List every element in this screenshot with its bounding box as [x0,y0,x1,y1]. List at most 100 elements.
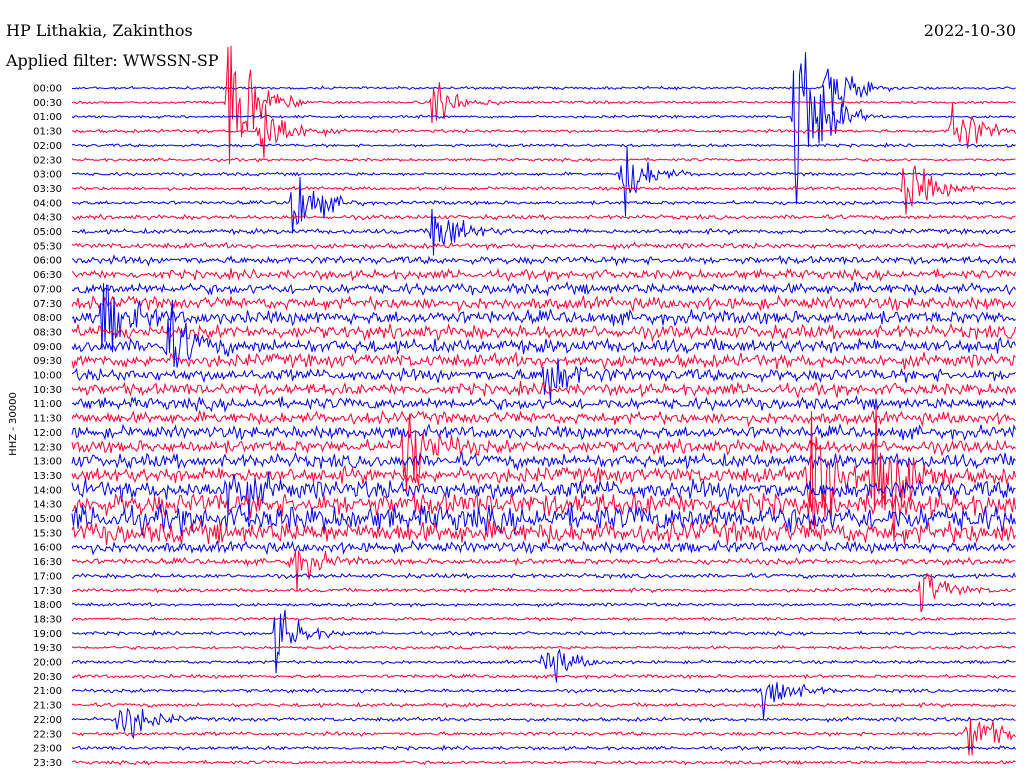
tick-label-1830: 18:30 [33,614,62,625]
tick-label-0830: 08:30 [33,327,62,338]
tick-label-1800: 18:00 [33,600,62,611]
chart-subtitle: Applied filter: WWSSN-SP [5,51,219,70]
trace-row-1500 [71,502,1016,537]
tick-label-0600: 06:00 [33,256,62,267]
trace-row-2200 [71,707,1016,740]
tick-label-2030: 20:30 [33,672,62,683]
trace-row-0830 [71,322,1016,343]
tick-label-0700: 07:00 [33,284,62,295]
tick-label-0630: 06:30 [33,270,62,281]
trace-row-0500 [71,208,1016,256]
trace-row-0030 [71,45,1016,165]
tick-label-2100: 21:00 [33,686,62,697]
tick-label-2330: 23:30 [33,758,62,769]
trace-row-1400 [71,471,1016,521]
trace-row-1330 [71,405,1016,542]
tick-label-1000: 10:00 [33,371,62,382]
trace-row-0000 [71,68,1016,116]
chart-date: 2022-10-30 [924,21,1016,40]
trace-row-1600 [71,539,1016,556]
trace-row-1830 [71,616,1016,622]
tick-label-0930: 09:30 [33,356,62,367]
tick-label-0400: 04:00 [33,198,62,209]
tick-label-1030: 10:30 [33,385,62,396]
tick-label-0530: 05:30 [33,241,62,252]
chart-title: HP Lithakia, Zakinthos [6,21,193,40]
trace-row-1630 [71,550,1016,592]
trace-row-0200 [71,142,1016,149]
trace-row-2130 [71,701,1016,709]
tick-label-0230: 02:30 [33,155,62,166]
trace-row-1000 [71,358,1016,401]
tick-label-2230: 22:30 [33,729,62,740]
tick-label-1100: 11:00 [33,399,62,410]
tick-label-2130: 21:30 [33,701,62,712]
tick-label-1200: 12:00 [33,428,62,439]
trace-row-0530 [71,241,1016,251]
tick-label-0030: 00:30 [33,98,62,109]
y-axis-label: HHZ - 30000 [8,392,19,456]
tick-label-1130: 11:30 [33,414,62,425]
trace-row-1030 [71,381,1016,399]
trace-row-0100 [71,52,1016,205]
trace-row-1300 [71,451,1016,472]
tick-label-2000: 20:00 [33,658,62,669]
row-tick-labels: 00:00 00:30 01:00 01:30 02:00 02:30 03:00 03:30… [33,84,62,769]
trace-row-0730 [71,294,1016,313]
trace-row-2100 [71,682,1016,719]
trace-row-0600 [71,254,1016,267]
tick-label-1600: 16:00 [33,543,62,554]
trace-row-1730 [71,572,1016,613]
trace-row-1800 [71,601,1016,608]
tick-label-2200: 22:00 [33,715,62,726]
trace-row-2330 [71,759,1016,766]
tick-label-1330: 13:30 [33,471,62,482]
trace-row-0930 [71,351,1016,370]
trace-row-1100 [71,394,1016,413]
tick-label-0130: 01:30 [33,127,62,138]
tick-label-0730: 07:30 [33,299,62,310]
tick-label-1930: 19:30 [33,643,62,654]
tick-label-0430: 04:30 [33,213,62,224]
trace-row-1900 [71,609,1016,674]
tick-label-1500: 15:00 [33,514,62,525]
trace-row-0300 [71,146,1016,217]
trace-row-0330 [71,165,1016,215]
trace-row-1230 [71,414,1016,492]
trace-row-0430 [71,213,1016,221]
tick-label-0500: 05:00 [33,227,62,238]
tick-label-1400: 14:00 [33,485,62,496]
tick-label-0200: 02:00 [33,141,62,152]
trace-row-1530 [71,519,1016,546]
trace-row-0800 [71,283,1016,353]
trace-layer [71,45,1016,766]
trace-row-0400 [71,177,1016,234]
trace-row-1930 [71,644,1016,651]
trace-row-2300 [71,744,1016,752]
tick-label-1630: 16:30 [33,557,62,568]
tick-label-0000: 00:00 [33,84,62,95]
tick-label-0800: 08:00 [33,313,62,324]
tick-label-1430: 14:30 [33,500,62,511]
tick-label-1530: 15:30 [33,528,62,539]
tick-label-0330: 03:30 [33,184,62,195]
trace-row-0900 [71,299,1016,368]
trace-row-1430 [71,488,1016,519]
tick-label-1300: 13:00 [33,457,62,468]
tick-label-1900: 19:00 [33,629,62,640]
trace-row-2030 [71,673,1016,680]
tick-label-1730: 17:30 [33,586,62,597]
trace-row-1130 [71,410,1016,428]
tick-label-1700: 17:00 [33,571,62,582]
trace-row-1700 [71,572,1016,580]
tick-label-0300: 03:00 [33,170,62,181]
trace-row-0130 [71,103,1016,158]
tick-label-2300: 23:00 [33,744,62,755]
tick-label-0100: 01:00 [33,112,62,123]
trace-row-2000 [71,648,1016,683]
trace-row-0700 [71,280,1016,297]
trace-row-0230 [71,156,1016,163]
tick-label-1230: 12:30 [33,442,62,453]
trace-row-2230 [71,718,1016,756]
